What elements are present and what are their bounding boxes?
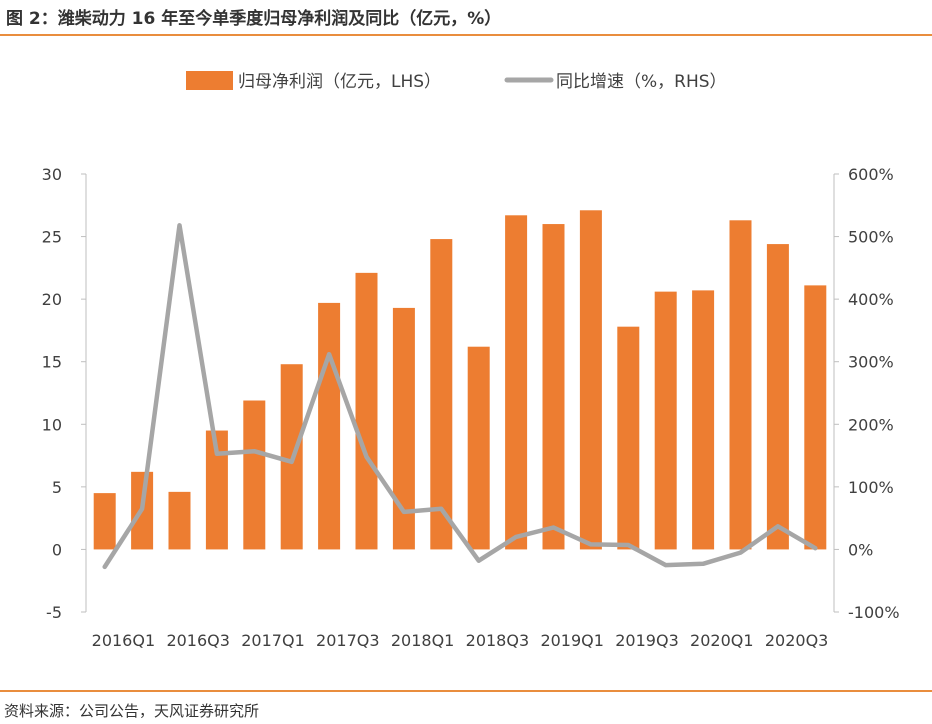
profit-bar xyxy=(505,215,528,550)
legend-bar-swatch xyxy=(186,71,233,90)
profit-bar xyxy=(542,224,565,550)
right-tick-label: 600% xyxy=(848,165,894,184)
profit-bar xyxy=(654,291,677,550)
left-tick-label: 10 xyxy=(42,415,62,434)
profit-bar xyxy=(168,491,191,550)
x-tick-label: 2017Q1 xyxy=(241,631,305,650)
profit-bar xyxy=(430,239,453,550)
combo-chart: -5 0 5 10 15 20 25 30 -100% 0% 100% 200% 300% 400% 500… xyxy=(42,71,900,650)
figure-title: 图 2：潍柴动力 16 年至今单季度归母净利润及同比（亿元，%） xyxy=(6,9,502,29)
x-tick-label: 2019Q3 xyxy=(615,631,679,650)
profit-bar xyxy=(804,285,827,550)
legend-line-label: 同比增速（%，RHS） xyxy=(556,72,727,92)
yoy-growth-line xyxy=(102,223,818,570)
profit-bar xyxy=(392,307,415,550)
right-tick-label: 0% xyxy=(848,540,873,559)
right-tick-label: 500% xyxy=(848,228,894,247)
left-tick-label: 5 xyxy=(52,478,62,497)
x-tick-label: 2016Q1 xyxy=(92,631,156,650)
profit-bar xyxy=(729,220,752,550)
x-tick-label: 2020Q3 xyxy=(765,631,829,650)
profit-bar xyxy=(579,210,602,550)
legend-bar-label: 归母净利润（亿元，LHS） xyxy=(238,72,441,92)
profit-bar xyxy=(467,346,490,550)
right-tick-label: 100% xyxy=(848,478,894,497)
profit-bar xyxy=(318,302,341,550)
bottom-divider xyxy=(0,690,932,692)
profit-bar xyxy=(93,493,116,550)
profit-bar xyxy=(355,272,378,550)
left-tick-label: -5 xyxy=(46,603,62,622)
x-tick-label: 2018Q3 xyxy=(466,631,530,650)
x-tick-label: 2018Q1 xyxy=(391,631,455,650)
top-divider xyxy=(0,34,932,36)
left-tick-label: 25 xyxy=(42,228,62,247)
x-tick-label: 2017Q3 xyxy=(316,631,380,650)
source-note: 资料来源：公司公告，天风证券研究所 xyxy=(4,702,260,720)
profit-bar xyxy=(766,244,789,550)
right-tick-label: 400% xyxy=(848,290,894,309)
left-tick-label: 30 xyxy=(42,165,62,184)
left-tick-label: 0 xyxy=(52,540,62,559)
left-tick-label: 15 xyxy=(42,353,62,372)
profit-bar xyxy=(692,290,715,550)
left-tick-label: 20 xyxy=(42,290,62,309)
right-tick-label: 200% xyxy=(848,415,894,434)
x-tick-label: 2020Q1 xyxy=(690,631,754,650)
profit-bar xyxy=(243,400,266,550)
right-tick-label: 300% xyxy=(848,353,894,372)
x-tick-label: 2016Q3 xyxy=(166,631,230,650)
right-tick-label: -100% xyxy=(848,603,900,622)
profit-bar xyxy=(205,430,228,550)
x-tick-label: 2019Q1 xyxy=(540,631,604,650)
profit-bar xyxy=(617,326,640,550)
